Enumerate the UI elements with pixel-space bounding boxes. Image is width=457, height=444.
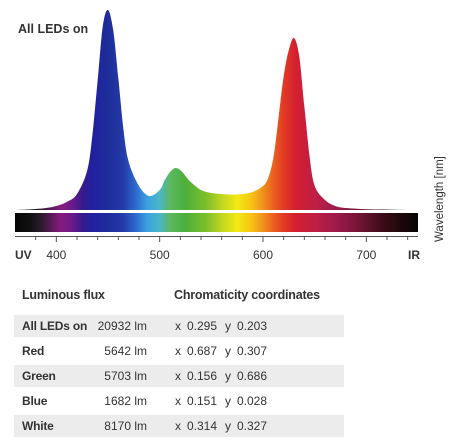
x-label: x xyxy=(175,419,181,433)
wavelength-colorbar xyxy=(15,213,418,232)
row-name: Blue xyxy=(22,394,48,408)
table-row: Blue 1682 lm x 0.151 y 0.028 xyxy=(14,390,344,412)
x-axis-ticks: 400 500 600 700 xyxy=(35,236,409,262)
y-label: y xyxy=(225,369,231,383)
row-flux: 5703 lm xyxy=(104,369,147,383)
table-header: Luminous flux Chromaticity coordinates xyxy=(14,286,344,312)
row-chroma-y: y 0.028 xyxy=(225,390,267,412)
row-chroma-x: x 0.156 xyxy=(175,365,217,387)
row-chroma-x: x 0.151 xyxy=(175,390,217,412)
chroma-header: Chromaticity coordinates xyxy=(174,288,320,302)
row-chroma-y: y 0.327 xyxy=(225,415,267,437)
flux-header: Luminous flux xyxy=(22,288,105,302)
x-label: x xyxy=(175,394,181,408)
spectrum-chart: All LEDs on 400 500 600 700 UV IR Wavelengt… xyxy=(15,9,446,262)
spectrum-area xyxy=(15,9,418,210)
row-chroma-y: y 0.686 xyxy=(225,365,267,387)
row-name: All LEDs on xyxy=(22,319,88,333)
table-row: All LEDs on 20932 lm x 0.295 y 0.203 xyxy=(14,315,344,337)
row-name: Red xyxy=(22,344,45,358)
row-chroma-x: x 0.295 xyxy=(175,315,217,337)
table-rows: All LEDs on 20932 lm x 0.295 y 0.203 Red 5642 l… xyxy=(14,315,344,437)
table-row: Green 5703 lm x 0.156 y 0.686 xyxy=(14,365,344,387)
x-axis-end-label: IR xyxy=(408,248,420,262)
x-label: x xyxy=(175,344,181,358)
led-table: Luminous flux Chromaticity coordinates A… xyxy=(14,286,344,437)
row-flux: 8170 lm xyxy=(104,419,147,433)
y-label: y xyxy=(225,344,231,358)
row-chroma-y: y 0.307 xyxy=(225,340,267,362)
x-label: x xyxy=(175,369,181,383)
row-chroma-y: y 0.203 xyxy=(225,315,267,337)
x-tick-label: 600 xyxy=(253,248,273,262)
y-label: y xyxy=(225,394,231,408)
x-tick-label: 700 xyxy=(356,248,376,262)
row-name: Green xyxy=(22,369,56,383)
row-flux: 5642 lm xyxy=(104,344,147,358)
table-row: White 8170 lm x 0.314 y 0.327 xyxy=(14,415,344,437)
row-chroma-x: x 0.687 xyxy=(175,340,217,362)
row-flux: 1682 lm xyxy=(104,394,147,408)
row-flux: 20932 lm xyxy=(97,319,147,333)
x-label: x xyxy=(175,319,181,333)
axis-title: Wavelength [nm] xyxy=(434,156,446,242)
chart-title: All LEDs on xyxy=(18,22,88,36)
x-tick-label: 500 xyxy=(150,248,170,262)
y-label: y xyxy=(225,319,231,333)
x-tick-label: 400 xyxy=(46,248,66,262)
row-name: White xyxy=(22,419,54,433)
table-row: Red 5642 lm x 0.687 y 0.307 xyxy=(14,340,344,362)
x-axis-start-label: UV xyxy=(15,248,32,262)
row-chroma-x: x 0.314 xyxy=(175,415,217,437)
y-label: y xyxy=(225,419,231,433)
